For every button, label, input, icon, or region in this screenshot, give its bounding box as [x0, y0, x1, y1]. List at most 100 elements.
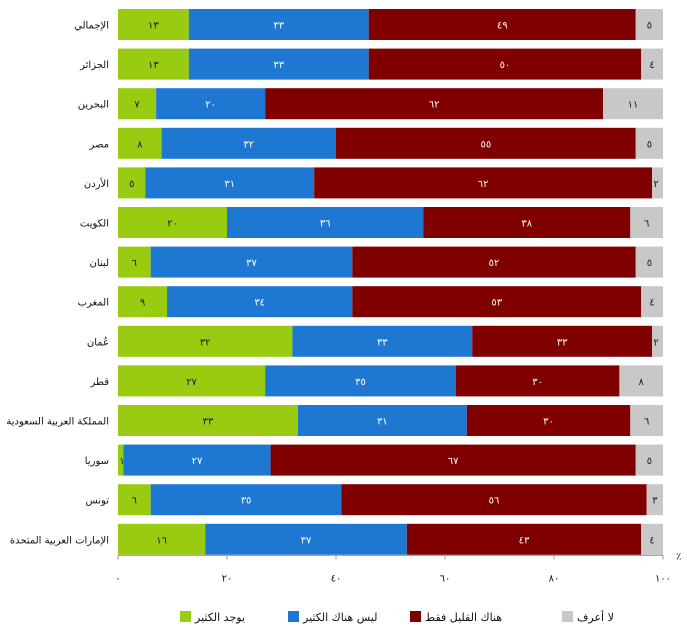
- data-label: ٣٣: [273, 21, 284, 32]
- bar-segment: [472, 325, 653, 357]
- bar-segment: [652, 325, 663, 357]
- axis-unit-label: ٪: [676, 551, 681, 562]
- bar-segment: [641, 286, 663, 318]
- row-label: سوريا: [85, 456, 109, 467]
- bar-segment: [118, 88, 157, 120]
- data-label: ٣١: [224, 179, 235, 190]
- bar-segment: [118, 48, 189, 80]
- data-label: ٣٣: [273, 60, 284, 71]
- data-label: ٦: [132, 496, 137, 507]
- data-label: ٤٣: [519, 535, 530, 546]
- bar-segment: [123, 444, 271, 476]
- data-label: ٦٧: [448, 456, 459, 467]
- row-labels-group: الإجمالي الجزائر البحرين مصر الأردن الكويت لبن…: [6, 21, 109, 547]
- data-label: ٥٣: [491, 298, 502, 309]
- bar-segment: [118, 444, 124, 476]
- bar-segment: [314, 167, 653, 199]
- bar-segment: [118, 246, 151, 278]
- data-label: ٧: [134, 100, 140, 111]
- bar-segment: [270, 444, 636, 476]
- bar-segment: [118, 9, 189, 40]
- row-label: عُمان: [87, 337, 109, 349]
- row-label: الإجمالي: [74, 21, 109, 32]
- bar-segment: [455, 365, 620, 397]
- data-label: ٨: [137, 139, 143, 150]
- legend-swatch: [180, 611, 191, 622]
- bar-segment: [635, 246, 663, 278]
- data-label: ٦٢: [478, 179, 489, 190]
- data-label: ١٣: [148, 60, 159, 71]
- data-label: ٣٦: [320, 219, 331, 230]
- row-label: الأردن: [84, 177, 109, 190]
- data-label: ٥٢: [489, 258, 500, 269]
- legend-label: هناك القليل فقط: [425, 611, 502, 624]
- data-label: ٣: [652, 496, 658, 507]
- data-label: ٤٩: [497, 21, 508, 32]
- data-label: ٣٣: [203, 417, 214, 428]
- bar-segment: [646, 484, 663, 516]
- bar-segment: [118, 325, 293, 357]
- bar-segment: [603, 88, 663, 120]
- data-label: ٥: [647, 258, 652, 269]
- data-label: ٨: [639, 377, 645, 388]
- bar-segment: [635, 9, 663, 40]
- data-label: ٣٢: [200, 337, 211, 348]
- row-label: الإمارات العربية المتحدة: [10, 535, 109, 546]
- row-label: تونس: [86, 496, 110, 507]
- legend-swatch: [288, 611, 299, 622]
- data-label: ٥: [129, 179, 134, 190]
- legend-label: ليس هناك الكثير: [302, 611, 377, 624]
- data-label: ١٦: [156, 535, 167, 546]
- bars-group: ١٣ ٣٣ ٤٩ ٥١٣ ٣٣ ٥٠ ٤٧ ٢٠ ٦٢ ١١٨ ٣٢ ٥٥ ٥٥ ٣١ ٦٢ ٢٢٠ ٣٦ ٣٨ ٦…: [118, 9, 663, 555]
- bar-segment: [292, 325, 473, 357]
- bar-segment: [641, 48, 663, 80]
- bar-segment: [297, 405, 467, 436]
- bar-segment: [423, 207, 631, 238]
- bar-segment: [635, 444, 663, 476]
- legend-swatch: [562, 611, 573, 622]
- data-label: ٦: [132, 258, 137, 269]
- data-label: ٥٠: [500, 60, 511, 71]
- bar-segment: [118, 207, 227, 238]
- bar-segment: [630, 405, 663, 436]
- data-label: ٥: [647, 21, 652, 32]
- row-label: الكويت: [80, 219, 109, 230]
- bar-segment: [150, 484, 342, 516]
- x-tick-label: ١٠٠: [655, 573, 671, 584]
- legend-label: لا أعرف: [577, 610, 614, 624]
- legend-swatch: [410, 611, 421, 622]
- x-tick-label: ٠: [115, 573, 120, 584]
- bar-segment: [118, 127, 162, 159]
- bar-segment: [341, 484, 647, 516]
- bar-segment: [635, 127, 663, 159]
- bar-segment: [161, 127, 336, 159]
- data-label: ١١: [628, 100, 639, 111]
- data-label: ٣٥: [355, 377, 366, 388]
- legend-label: يوجد الكثير: [194, 611, 245, 624]
- data-label: ٣٤: [254, 298, 265, 309]
- x-tick-label: ٢٠: [222, 573, 233, 584]
- bar-segment: [205, 523, 407, 555]
- data-label: ٢٧: [192, 456, 203, 467]
- bar-segment: [352, 246, 636, 278]
- x-tick-label: ٨٠: [549, 573, 560, 584]
- bar-segment: [368, 9, 636, 40]
- data-label: ٩: [140, 298, 145, 309]
- data-label: ٣٠: [532, 377, 543, 388]
- bar-segment: [619, 365, 663, 397]
- bar-segment: [150, 246, 353, 278]
- data-label: ٢٠: [167, 219, 178, 230]
- data-label: ٦: [644, 417, 649, 428]
- data-label: ٤: [649, 298, 654, 309]
- bar-segment: [641, 523, 663, 555]
- data-label: ٥: [647, 139, 652, 150]
- data-label: ٣٥: [241, 496, 252, 507]
- x-axis: ٠ ٢٠ ٤٠ ٦٠ ٨٠ ١٠٠ ٪: [115, 551, 681, 584]
- bar-segment: [156, 88, 266, 120]
- bar-segment: [188, 48, 369, 80]
- bar-segment: [118, 523, 206, 555]
- bar-segment: [145, 167, 315, 199]
- data-label: ٣٣: [377, 337, 388, 348]
- bar-segment: [652, 167, 663, 199]
- bar-segment: [227, 207, 424, 238]
